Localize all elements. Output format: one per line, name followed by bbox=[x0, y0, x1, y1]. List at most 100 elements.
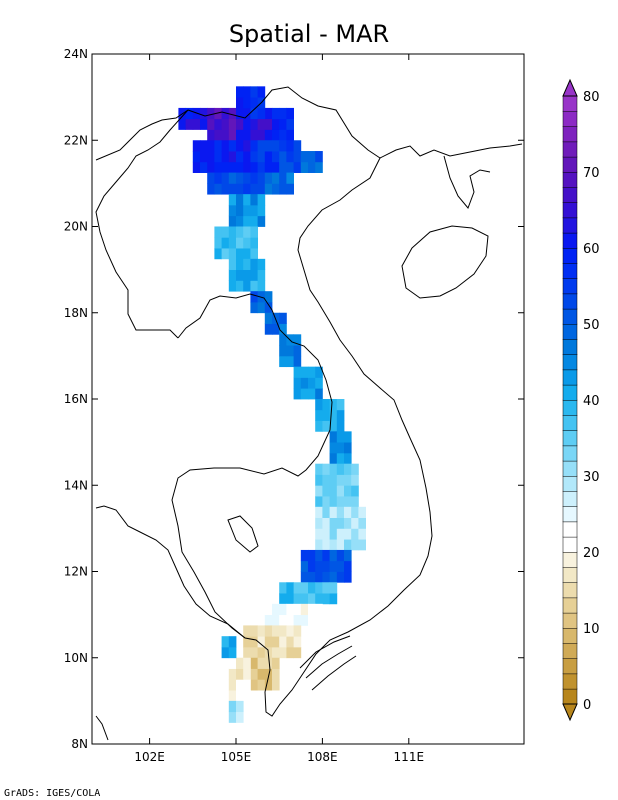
grid-cell bbox=[272, 614, 280, 626]
grid-cell bbox=[279, 140, 287, 152]
grid-cell bbox=[279, 582, 287, 594]
grid-cell bbox=[243, 226, 251, 238]
grid-cell bbox=[308, 366, 316, 378]
grid-cell bbox=[257, 151, 266, 163]
grid-cell bbox=[250, 204, 258, 217]
colorbar-swatch bbox=[562, 126, 578, 143]
grid-cell bbox=[236, 248, 244, 260]
colorbar-swatch bbox=[562, 186, 578, 203]
grid-cell bbox=[228, 646, 237, 659]
grid-cell bbox=[315, 496, 323, 508]
grid-cell bbox=[329, 506, 338, 518]
grid-cell bbox=[228, 657, 237, 669]
laos-north-border bbox=[95, 109, 189, 339]
grid-cell bbox=[250, 183, 258, 195]
grid-cell bbox=[322, 560, 330, 572]
grid-cell bbox=[228, 151, 237, 163]
grid-cell bbox=[243, 657, 251, 669]
colorbar-swatch bbox=[562, 232, 578, 249]
grid-cell bbox=[243, 97, 251, 109]
colorbar-swatch bbox=[562, 445, 578, 462]
grid-cell bbox=[344, 517, 352, 529]
grid-cell bbox=[207, 161, 215, 173]
grid-cell bbox=[315, 603, 323, 616]
grid-cell bbox=[236, 107, 244, 120]
grid-cell bbox=[336, 528, 345, 540]
grid-cell bbox=[322, 582, 330, 594]
grid-cell bbox=[250, 140, 258, 152]
grid-cell bbox=[243, 636, 251, 648]
grid-cell bbox=[286, 161, 294, 173]
grid-cell bbox=[272, 151, 280, 163]
grid-cell bbox=[236, 226, 244, 238]
grid-cell bbox=[264, 107, 273, 120]
grid-cell bbox=[322, 420, 330, 432]
grid-cell bbox=[257, 258, 266, 271]
grid-cell bbox=[315, 582, 323, 594]
grid-cell bbox=[264, 301, 273, 314]
grid-cell bbox=[243, 280, 251, 292]
grid-cell bbox=[228, 129, 237, 141]
grid-cell bbox=[243, 140, 251, 152]
grid-cell bbox=[300, 549, 309, 562]
grid-cell bbox=[243, 161, 251, 173]
lat-tick-label: 18N bbox=[64, 306, 88, 320]
grid-cell bbox=[308, 549, 316, 562]
grid-cell bbox=[329, 593, 338, 605]
grid-cell bbox=[264, 118, 273, 130]
grid-cell bbox=[293, 625, 302, 637]
grid-cell bbox=[315, 399, 323, 411]
grid-cell bbox=[329, 485, 338, 497]
colorbar-tick-label: 0 bbox=[583, 698, 591, 713]
grid-cell bbox=[286, 151, 294, 163]
grid-cell bbox=[264, 614, 273, 626]
grid-cell bbox=[300, 593, 309, 605]
grid-cell bbox=[228, 194, 237, 206]
grid-cell bbox=[315, 388, 323, 400]
grid-cell bbox=[257, 625, 266, 637]
grid-cell bbox=[207, 107, 215, 120]
lon-tick-label: 108E bbox=[307, 750, 338, 764]
grid-cell bbox=[221, 636, 230, 648]
grid-cell bbox=[315, 614, 323, 626]
colorbar-swatch bbox=[562, 141, 578, 158]
grid-cell bbox=[329, 399, 338, 411]
grid-cell bbox=[293, 345, 302, 357]
grid-cell bbox=[243, 172, 251, 184]
grid-cell bbox=[329, 474, 338, 486]
grid-cell bbox=[308, 603, 316, 616]
grid-cell bbox=[264, 312, 273, 324]
grid-cell bbox=[243, 625, 251, 637]
grid-cell bbox=[300, 366, 309, 378]
grid-cell bbox=[250, 646, 258, 659]
grid-cell bbox=[250, 625, 258, 637]
grid-cell bbox=[329, 539, 338, 551]
grid-cell bbox=[329, 409, 338, 421]
colorbar-swatch bbox=[562, 566, 578, 583]
colorbar-tick-label: 70 bbox=[583, 166, 600, 181]
grid-cell bbox=[221, 118, 230, 130]
grid-cell bbox=[329, 431, 338, 443]
laos-thailand-border bbox=[171, 293, 333, 639]
grid-cell bbox=[351, 474, 359, 486]
grid-cell bbox=[257, 129, 266, 141]
colorbar-swatch bbox=[562, 247, 578, 264]
grid-cell bbox=[257, 679, 266, 691]
grid-cell bbox=[300, 582, 309, 594]
grid-cell bbox=[279, 129, 287, 141]
lat-tick-label: 14N bbox=[64, 478, 88, 492]
grid-cell bbox=[243, 107, 251, 120]
grid-cell bbox=[293, 151, 302, 163]
grid-cell bbox=[200, 140, 208, 152]
grid-cell bbox=[264, 140, 273, 152]
colorbar-tick-label: 30 bbox=[583, 470, 600, 485]
grid-cell bbox=[315, 377, 323, 389]
grid-cell bbox=[358, 528, 366, 540]
grid-cell bbox=[257, 107, 266, 120]
grid-cell bbox=[329, 496, 338, 508]
grid-cell bbox=[293, 140, 302, 152]
colorbar-swatch bbox=[562, 369, 578, 386]
grid-cell bbox=[279, 646, 287, 659]
grid-cell bbox=[207, 172, 215, 184]
grid-cell bbox=[344, 549, 352, 562]
